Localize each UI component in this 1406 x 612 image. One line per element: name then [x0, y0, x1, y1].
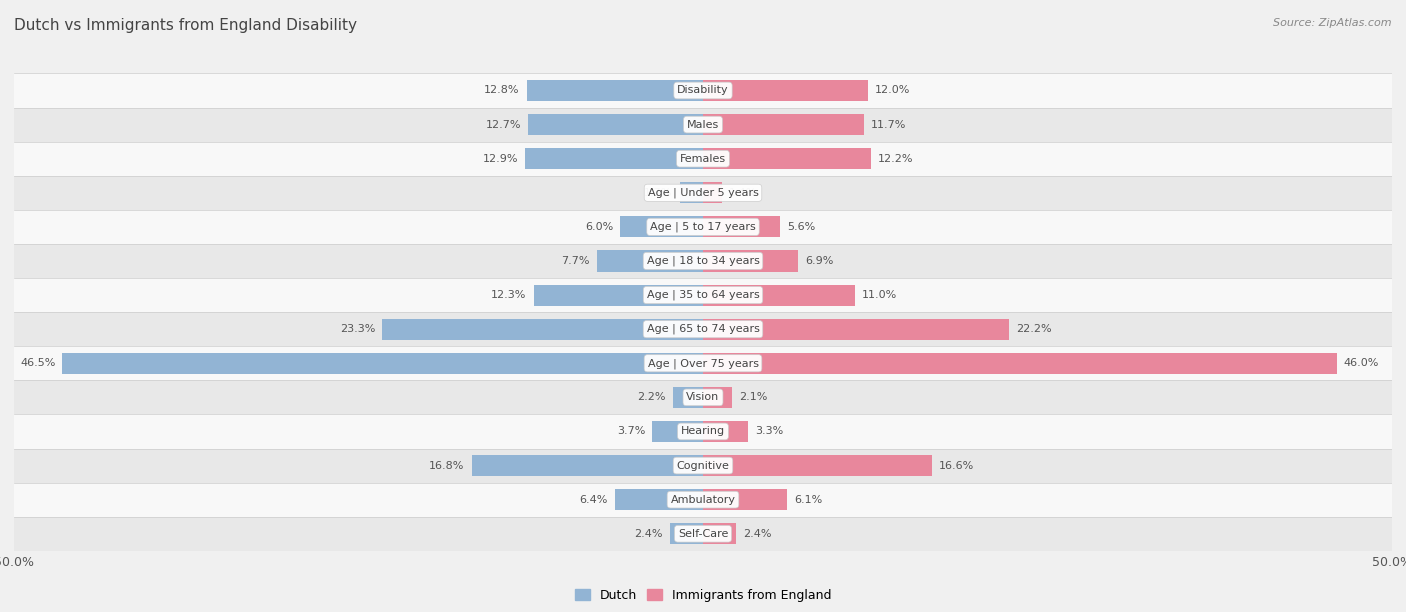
Text: Females: Females — [681, 154, 725, 163]
Bar — [703, 387, 733, 408]
Bar — [703, 182, 723, 203]
Text: Age | Over 75 years: Age | Over 75 years — [648, 358, 758, 368]
Text: Age | 35 to 64 years: Age | 35 to 64 years — [647, 290, 759, 300]
Text: Vision: Vision — [686, 392, 720, 402]
Text: Males: Males — [688, 119, 718, 130]
Bar — [703, 285, 855, 305]
Text: Dutch vs Immigrants from England Disability: Dutch vs Immigrants from England Disabil… — [14, 18, 357, 34]
Bar — [62, 353, 703, 374]
Bar — [14, 483, 1392, 517]
Bar — [382, 319, 703, 340]
Text: 6.1%: 6.1% — [794, 494, 823, 505]
Bar — [703, 319, 1010, 340]
Bar — [652, 421, 703, 442]
Text: Cognitive: Cognitive — [676, 461, 730, 471]
Text: Disability: Disability — [678, 86, 728, 95]
Bar — [14, 278, 1392, 312]
Bar — [14, 108, 1392, 141]
Text: 46.5%: 46.5% — [20, 358, 55, 368]
Bar — [14, 141, 1392, 176]
Text: 2.1%: 2.1% — [738, 392, 768, 402]
Text: Ambulatory: Ambulatory — [671, 494, 735, 505]
Text: 6.0%: 6.0% — [585, 222, 613, 232]
Bar — [14, 380, 1392, 414]
Text: 3.7%: 3.7% — [617, 427, 645, 436]
Bar — [703, 455, 932, 476]
Text: 12.8%: 12.8% — [484, 86, 520, 95]
Bar — [14, 210, 1392, 244]
Text: 12.0%: 12.0% — [875, 86, 911, 95]
Bar — [598, 250, 703, 272]
Text: 2.4%: 2.4% — [742, 529, 772, 539]
Bar — [703, 353, 1337, 374]
Bar — [14, 73, 1392, 108]
Text: 6.9%: 6.9% — [806, 256, 834, 266]
Text: 1.7%: 1.7% — [644, 188, 672, 198]
Bar — [533, 285, 703, 305]
Text: 2.2%: 2.2% — [637, 392, 666, 402]
Bar — [526, 148, 703, 170]
Bar — [703, 80, 869, 101]
Text: Age | 5 to 17 years: Age | 5 to 17 years — [650, 222, 756, 232]
Text: 12.2%: 12.2% — [877, 154, 914, 163]
Bar — [672, 387, 703, 408]
Text: 3.3%: 3.3% — [755, 427, 783, 436]
Text: Age | Under 5 years: Age | Under 5 years — [648, 187, 758, 198]
Bar — [703, 216, 780, 237]
Text: 16.6%: 16.6% — [939, 461, 974, 471]
Bar — [14, 176, 1392, 210]
Text: 12.9%: 12.9% — [482, 154, 519, 163]
Bar — [703, 489, 787, 510]
Legend: Dutch, Immigrants from England: Dutch, Immigrants from England — [575, 589, 831, 602]
Text: 46.0%: 46.0% — [1344, 358, 1379, 368]
Bar — [527, 80, 703, 101]
Bar — [703, 250, 799, 272]
Text: 11.0%: 11.0% — [862, 290, 897, 300]
Bar — [471, 455, 703, 476]
Bar — [679, 182, 703, 203]
Bar — [14, 244, 1392, 278]
Bar — [703, 421, 748, 442]
Text: 2.4%: 2.4% — [634, 529, 664, 539]
Text: 22.2%: 22.2% — [1015, 324, 1052, 334]
Bar — [14, 517, 1392, 551]
Text: Hearing: Hearing — [681, 427, 725, 436]
Bar — [14, 346, 1392, 380]
Bar — [14, 414, 1392, 449]
Text: 11.7%: 11.7% — [872, 119, 907, 130]
Bar — [703, 148, 872, 170]
Bar — [14, 312, 1392, 346]
Text: Source: ZipAtlas.com: Source: ZipAtlas.com — [1274, 18, 1392, 28]
Text: 7.7%: 7.7% — [561, 256, 591, 266]
Bar — [620, 216, 703, 237]
Text: Age | 65 to 74 years: Age | 65 to 74 years — [647, 324, 759, 334]
Bar — [614, 489, 703, 510]
Text: 12.7%: 12.7% — [485, 119, 522, 130]
Text: Self-Care: Self-Care — [678, 529, 728, 539]
Bar — [703, 523, 737, 544]
Text: 16.8%: 16.8% — [429, 461, 464, 471]
Text: Age | 18 to 34 years: Age | 18 to 34 years — [647, 256, 759, 266]
Bar — [14, 449, 1392, 483]
Bar — [669, 523, 703, 544]
Text: 1.4%: 1.4% — [730, 188, 758, 198]
Text: 5.6%: 5.6% — [787, 222, 815, 232]
Text: 6.4%: 6.4% — [579, 494, 607, 505]
Bar — [529, 114, 703, 135]
Text: 12.3%: 12.3% — [491, 290, 527, 300]
Bar — [703, 114, 865, 135]
Text: 23.3%: 23.3% — [340, 324, 375, 334]
